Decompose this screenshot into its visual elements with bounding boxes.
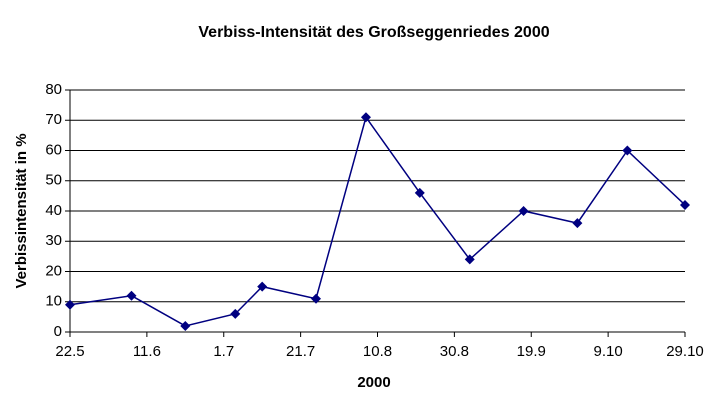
y-tick-label: 40 xyxy=(45,202,62,219)
point-marker xyxy=(518,206,529,216)
point-marker xyxy=(257,281,268,292)
point-marker xyxy=(680,199,690,210)
x-tick-label: 19.9 xyxy=(517,343,546,360)
y-tick-label: 20 xyxy=(45,262,62,279)
x-tick-label: 21.7 xyxy=(286,343,315,360)
point-marker xyxy=(230,308,241,319)
point-marker xyxy=(360,112,371,123)
y-tick-label: 80 xyxy=(45,81,62,98)
x-axis-title: 2000 xyxy=(357,374,390,391)
x-tick-label: 11.6 xyxy=(133,343,161,360)
y-tick-label: 0 xyxy=(54,323,62,340)
point-marker xyxy=(126,290,137,301)
point-marker xyxy=(622,145,633,156)
y-tick-label: 70 xyxy=(45,111,62,128)
point-marker xyxy=(572,218,583,229)
point-marker xyxy=(180,320,191,331)
point-marker xyxy=(464,254,475,265)
y-tick-label: 50 xyxy=(45,172,62,189)
point-marker xyxy=(414,187,425,198)
x-tick-label: 30.8 xyxy=(440,343,469,360)
y-tick-label: 30 xyxy=(45,232,62,249)
point-marker xyxy=(311,293,321,304)
y-tick-label: 60 xyxy=(45,141,62,158)
point-marker xyxy=(65,299,75,310)
y-axis-title: Verbissintensität in % xyxy=(13,133,30,288)
y-tick-label: 10 xyxy=(45,293,62,310)
x-tick-label: 10.8 xyxy=(363,343,392,360)
series-line xyxy=(69,115,686,327)
x-tick-label: 22.5 xyxy=(55,343,84,360)
chart-title: Verbiss-Intensität des Großseggenriedes … xyxy=(198,24,549,41)
x-tick-label: 9.10 xyxy=(594,343,623,360)
x-tick-label: 29.10 xyxy=(666,343,704,360)
x-tick-label: 1.7 xyxy=(213,343,234,360)
